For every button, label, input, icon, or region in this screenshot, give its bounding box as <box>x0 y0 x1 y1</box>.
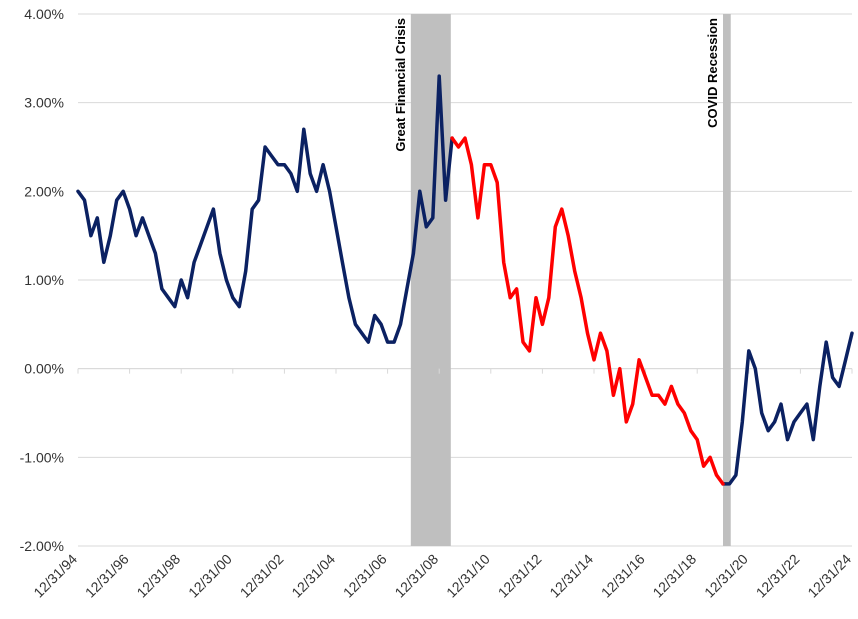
x-tick-label: 12/31/02 <box>237 551 287 601</box>
y-tick-label: 2.00% <box>24 183 64 199</box>
y-tick-label: -2.00% <box>20 538 64 554</box>
x-tick-label: 12/31/22 <box>753 551 803 601</box>
x-tick-label: 12/31/24 <box>804 551 854 601</box>
shaded-period <box>723 14 731 546</box>
x-tick-label: 12/31/12 <box>495 551 545 601</box>
y-tick-label: -1.00% <box>20 449 64 465</box>
x-tick-label: 12/31/08 <box>391 551 441 601</box>
y-tick-label: 3.00% <box>24 95 64 111</box>
shaded-period <box>410 14 451 546</box>
x-tick-label: 12/31/16 <box>598 551 648 601</box>
x-tick-label: 12/31/00 <box>185 551 235 601</box>
x-tick-label: 12/31/98 <box>133 551 183 601</box>
x-tick-label: 12/31/06 <box>340 551 390 601</box>
x-tick-label: 12/31/20 <box>701 551 751 601</box>
shaded-label: COVID Recession <box>705 18 720 128</box>
x-tick-label: 12/31/04 <box>288 551 338 601</box>
shaded-label: Great Financial Crisis <box>393 18 408 152</box>
x-tick-label: 12/31/18 <box>649 551 699 601</box>
y-tick-label: 0.00% <box>24 361 64 377</box>
x-tick-label: 12/31/10 <box>443 551 493 601</box>
y-tick-label: 1.00% <box>24 272 64 288</box>
x-tick-label: 12/31/94 <box>30 551 80 601</box>
series-line <box>76 74 854 486</box>
y-tick-label: 4.00% <box>24 6 64 22</box>
x-tick-label: 12/31/14 <box>546 551 596 601</box>
x-tick-label: 12/31/96 <box>82 551 132 601</box>
series-line <box>450 136 725 486</box>
